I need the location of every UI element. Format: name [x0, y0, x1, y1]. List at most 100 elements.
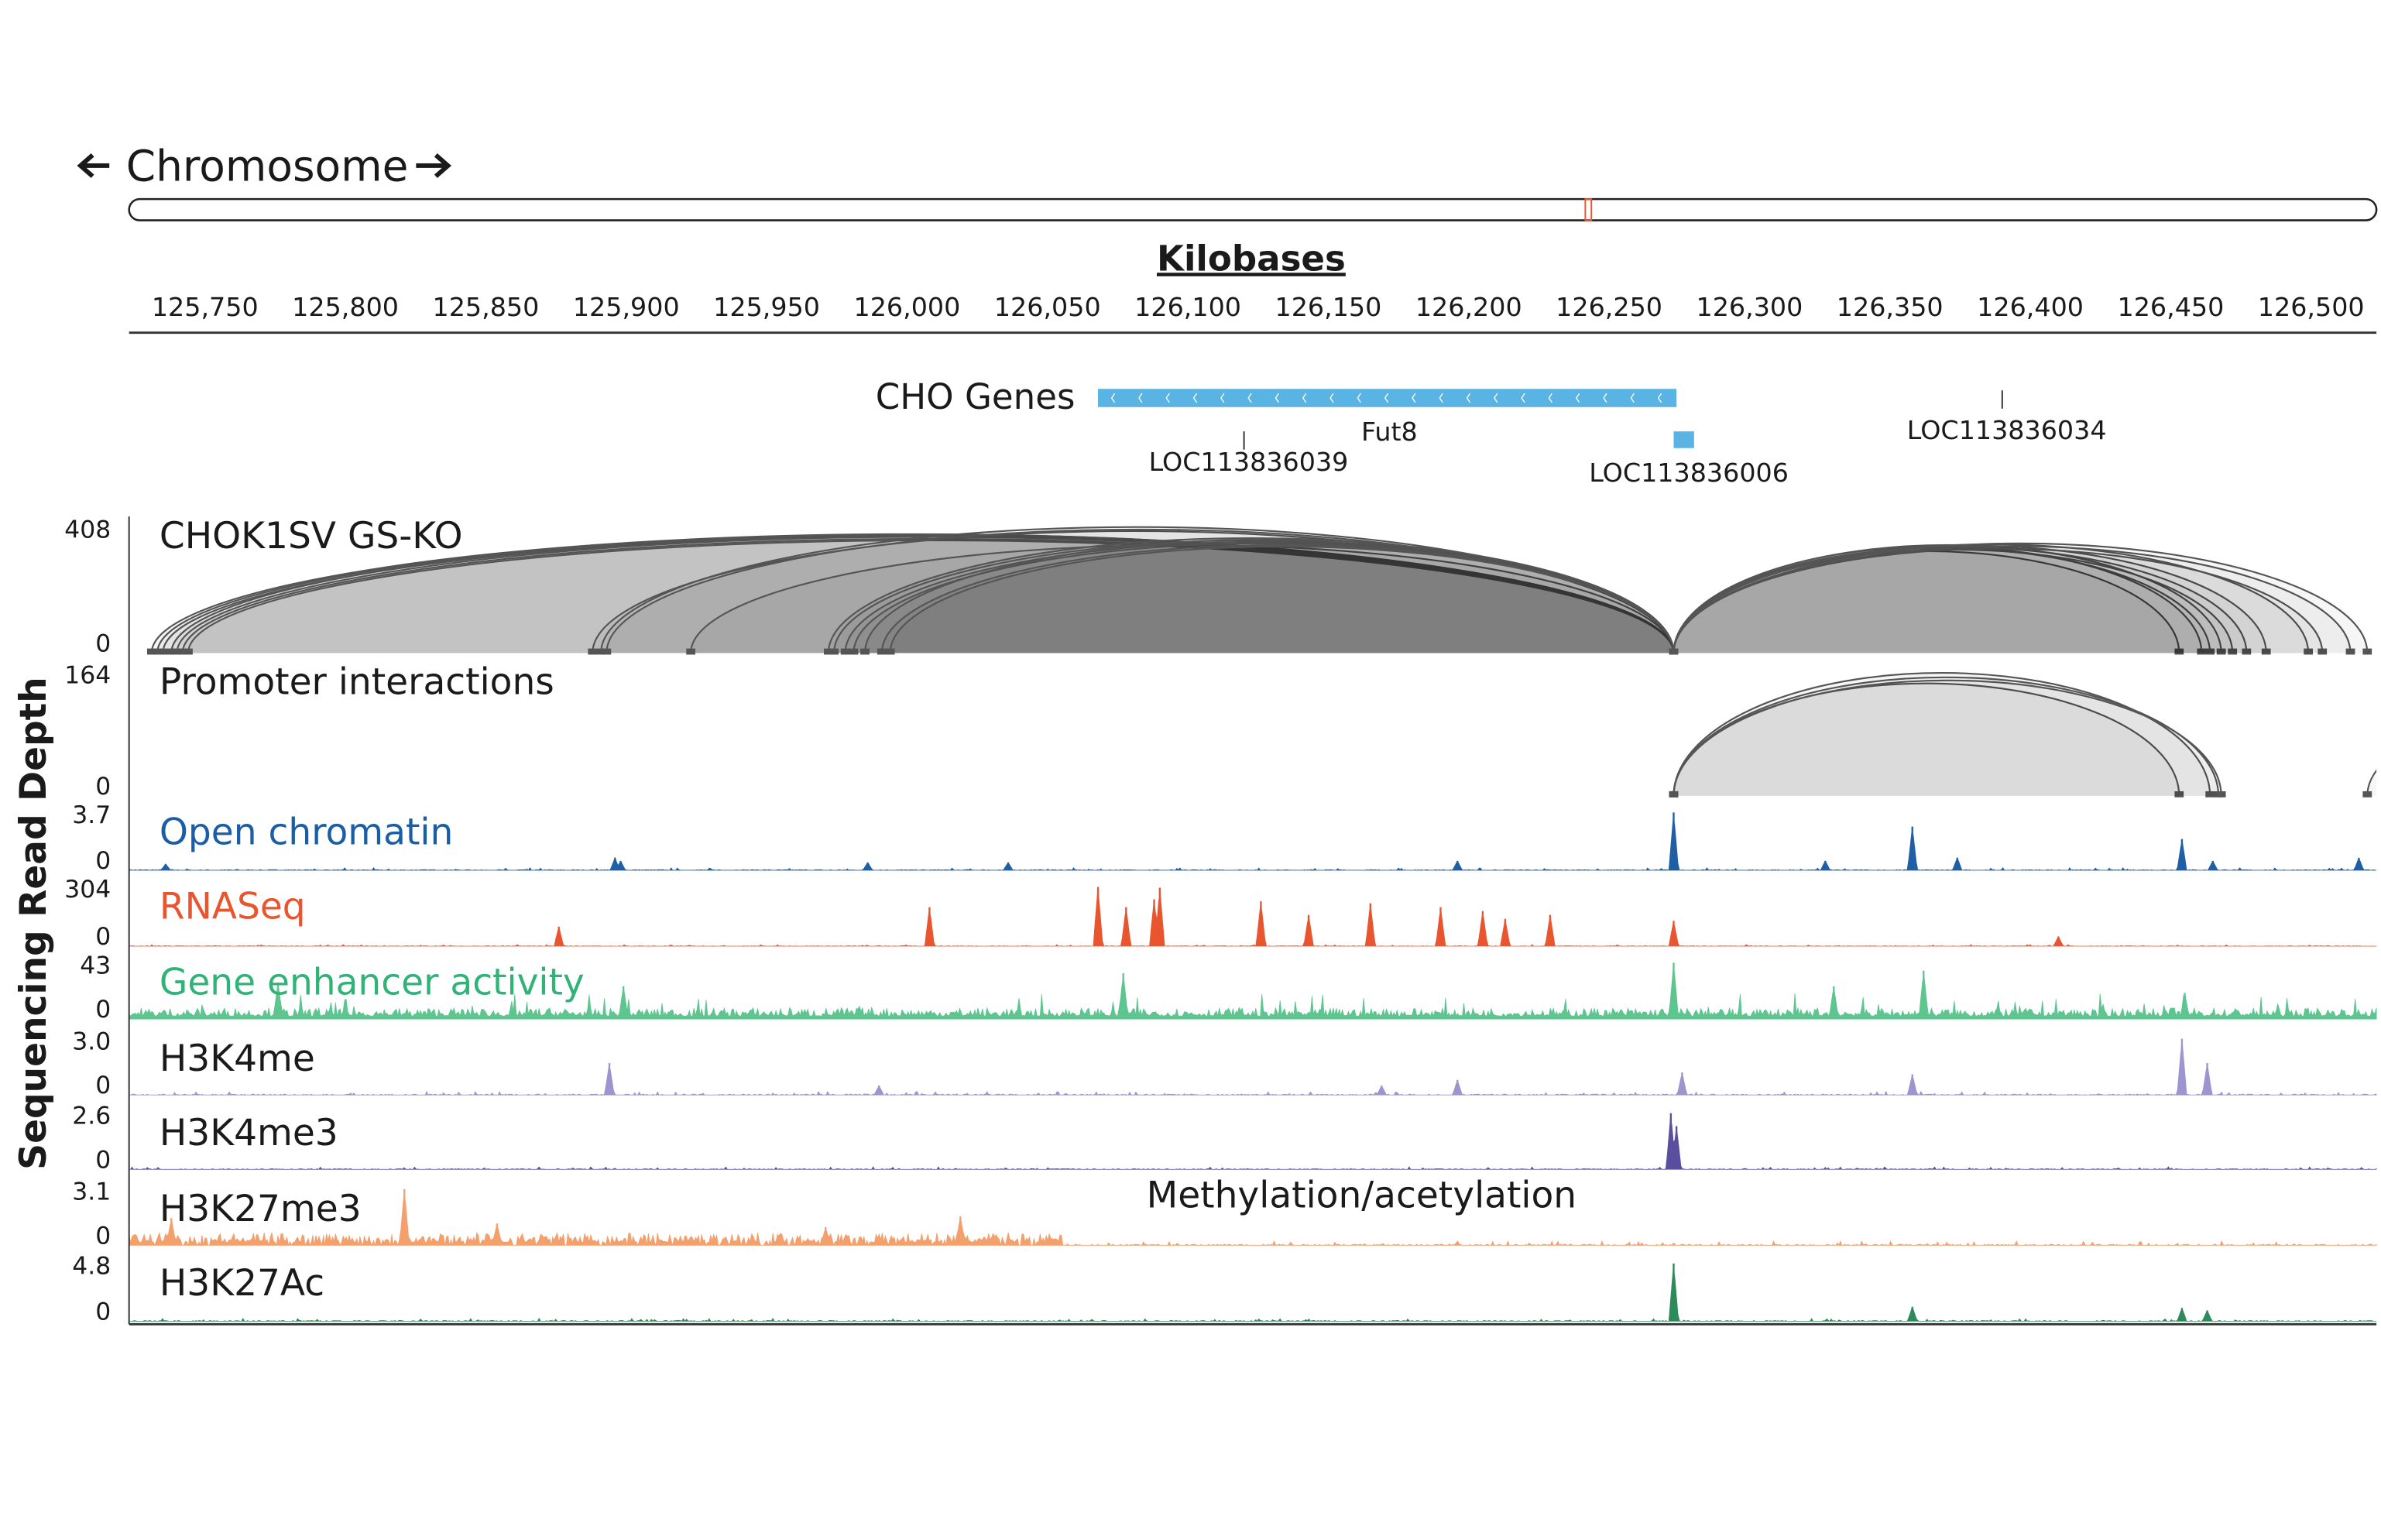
- x-tick-label: 126,300: [1696, 292, 1803, 322]
- strand-direction-icon: [1494, 393, 1498, 403]
- x-tick-label: 126,050: [994, 292, 1101, 322]
- anchor-mark: [2345, 648, 2355, 655]
- signal-track: 4.8 0 H3K27Ac: [72, 1253, 2377, 1326]
- y-max-label: 4.8: [72, 1253, 111, 1281]
- x-tick-label: 125,950: [713, 292, 820, 322]
- track-label: H3K4me3: [160, 1112, 338, 1154]
- anchor-mark: [596, 648, 606, 655]
- anchor-mark: [184, 648, 193, 655]
- anchor-mark: [860, 648, 870, 655]
- strand-direction-icon: [1302, 393, 1307, 403]
- strand-direction-icon: [1603, 393, 1607, 403]
- strand-direction-icon: [1110, 393, 1116, 403]
- track-label: RNASeq: [160, 886, 306, 928]
- anchor-mark: [2216, 648, 2226, 655]
- strand-direction-icon: [1575, 393, 1580, 403]
- anchor-mark: [2205, 648, 2215, 655]
- anchor-mark: [2216, 791, 2226, 797]
- anchor-mark: [877, 648, 887, 655]
- y-min-label: 0: [95, 773, 111, 801]
- anchor-mark: [2174, 648, 2184, 655]
- anchor-mark: [177, 648, 187, 655]
- arrow-left-icon: [77, 153, 110, 178]
- anchor-mark: [158, 648, 168, 655]
- strand-direction-icon: [1275, 393, 1279, 403]
- x-axis-label: Kilobases: [1157, 238, 1346, 279]
- x-tick-label: 126,100: [1134, 292, 1241, 322]
- signal-area: [129, 815, 2377, 871]
- anchor-mark: [588, 648, 598, 655]
- interaction-arc: [1673, 542, 2369, 653]
- interaction-arc: [1673, 671, 2211, 796]
- y-max-label: 304: [64, 876, 111, 904]
- anchor-mark: [686, 648, 696, 655]
- strand-direction-icon: [1412, 393, 1416, 403]
- anchor-mark: [840, 648, 850, 655]
- x-tick-label: 126,250: [1556, 292, 1662, 322]
- strand-direction-icon: [1357, 393, 1361, 403]
- strand-direction-icon: [1630, 393, 1635, 403]
- anchor-mark: [823, 648, 833, 655]
- y-min-label: 0: [95, 1298, 111, 1326]
- track-label: H3K27Ac: [160, 1262, 324, 1305]
- track-label: Promoter interactions: [160, 660, 554, 703]
- anchor-mark: [2228, 648, 2238, 655]
- y-min-label: 0: [95, 630, 111, 658]
- gene-track-label: CHO Genes: [876, 376, 1076, 417]
- interaction-arc: [863, 539, 1675, 653]
- signal-track: 43 0 Gene enhancer activity: [80, 952, 2377, 1024]
- x-tick-label: 126,400: [1977, 292, 2084, 322]
- anchor-mark: [172, 648, 182, 655]
- signal-track: 3.0 0 H3K4me: [72, 1027, 2377, 1099]
- anchor-mark: [166, 648, 177, 655]
- signal-area: [129, 1119, 2377, 1170]
- y-min-label: 0: [95, 1146, 111, 1174]
- signal-area: [129, 1194, 2377, 1247]
- signal-area: [129, 1267, 2377, 1322]
- arc-track: 408 0 CHOK1SV GS-KO: [64, 515, 2372, 658]
- x-tick-label: 126,150: [1275, 292, 1381, 322]
- strand-direction-icon: [1466, 393, 1471, 403]
- gene-label: LOC113836034: [1907, 415, 2107, 445]
- gene-label: LOC113836006: [1589, 458, 1789, 488]
- x-tick-label: 126,350: [1837, 292, 1944, 322]
- anchor-mark: [2362, 791, 2372, 797]
- strand-direction-icon: [1138, 393, 1143, 403]
- track-label: H3K27me3: [160, 1188, 362, 1230]
- anchor-mark: [885, 648, 895, 655]
- x-tick-label: 126,200: [1415, 292, 1522, 322]
- anchor-mark: [2197, 648, 2207, 655]
- signal-track: 304 0 RNASeq: [64, 876, 2377, 951]
- gene-box: [1673, 431, 1694, 448]
- gene-track: CHO Genes Fut8 LOC113836039 LOC113836006 LO…: [876, 376, 2107, 488]
- strand-direction-icon: [1192, 393, 1198, 403]
- track-label: CHOK1SV GS-KO: [160, 515, 463, 557]
- signal-area: [129, 888, 2377, 947]
- strand-direction-icon: [1548, 393, 1552, 403]
- anchor-mark: [2362, 648, 2372, 655]
- y-min-label: 0: [95, 923, 111, 951]
- y-max-label: 43: [80, 952, 111, 979]
- signal-area: [129, 1040, 2377, 1096]
- anchor-mark: [2304, 648, 2313, 655]
- strand-direction-icon: [1165, 393, 1170, 403]
- interaction-arc: [889, 546, 1675, 653]
- arrow-right-icon: [416, 153, 451, 178]
- interaction-arc-fill: [1673, 681, 2221, 796]
- anchor-mark: [829, 648, 839, 655]
- y-min-label: 0: [95, 847, 111, 875]
- y-max-label: 3.1: [72, 1178, 111, 1206]
- anchor-mark: [2174, 791, 2184, 797]
- x-tick-label: 125,850: [432, 292, 539, 322]
- y-min-label: 0: [95, 1222, 111, 1250]
- interaction-arc: [592, 530, 1675, 653]
- y-min-label: 0: [95, 1072, 111, 1099]
- interaction-arc-fill: [1673, 544, 2367, 653]
- anchor-mark: [153, 648, 162, 655]
- arc-group: [146, 526, 2372, 655]
- arc-group: [1669, 671, 2377, 797]
- anchor-mark: [1669, 648, 1679, 655]
- strand-direction-icon: [1439, 393, 1443, 403]
- signal-track: 2.6 0 H3K4me3: [72, 1102, 2377, 1174]
